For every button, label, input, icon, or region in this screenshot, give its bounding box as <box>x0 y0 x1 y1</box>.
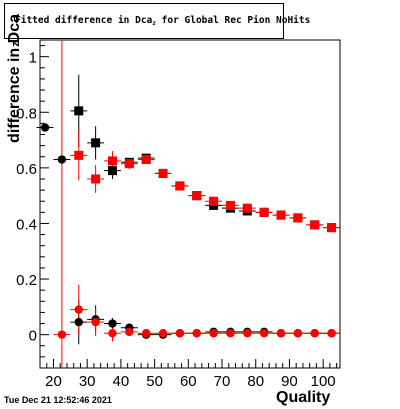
data-point-square <box>74 150 84 160</box>
data-point-circle <box>243 329 252 338</box>
data-point-circle <box>108 319 117 328</box>
data-point-circle <box>310 329 319 338</box>
chart-title-subscript: z <box>152 20 156 27</box>
data-point-circle <box>57 330 67 339</box>
data-points <box>40 106 337 339</box>
chart-title-box: Fitted difference in Dcaz for Global Rec… <box>4 3 310 39</box>
data-point-circle <box>125 327 134 337</box>
tick-labels: 20 30 40 50 60 70 80 90 100 0 0.2 0.4 0.6 0.8 1 <box>16 50 336 390</box>
data-point-circle <box>108 329 117 338</box>
y-axis-label-subscript: z <box>9 41 22 47</box>
data-point-circle <box>192 329 201 338</box>
x-tick-label: 40 <box>113 373 130 390</box>
data-point-square <box>192 191 202 201</box>
y-tick-label: 0 <box>29 328 37 345</box>
data-point-circle <box>293 329 303 338</box>
chart-title-main: Fitted difference in Dca <box>15 15 153 26</box>
y-tick-label: 0.2 <box>16 272 37 289</box>
data-point-circle <box>226 329 235 338</box>
data-point-circle <box>276 329 286 338</box>
data-point-circle <box>259 329 269 338</box>
data-point-square <box>91 138 101 148</box>
data-point-circle <box>91 317 100 327</box>
data-point-circle <box>158 329 168 338</box>
data-point-square <box>141 155 151 165</box>
chart-title-suffix: for Global Rec Pion NoHits <box>155 15 311 26</box>
data-point-square <box>158 168 168 178</box>
x-tick-label: 80 <box>247 373 264 390</box>
data-point-square <box>242 203 252 213</box>
data-point-square <box>259 207 269 217</box>
data-point-circle <box>327 329 336 338</box>
data-point-circle <box>74 305 83 314</box>
data-point-square <box>225 200 235 210</box>
x-tick-label: 70 <box>214 373 231 390</box>
x-tick-label: 30 <box>79 373 96 390</box>
data-point-circle <box>57 155 67 164</box>
x-tick-label: 20 <box>45 373 62 390</box>
chart-title: Fitted difference in Dcaz for Global Rec… <box>15 15 310 27</box>
data-point-square <box>293 213 303 223</box>
x-tick-label: 60 <box>180 373 197 390</box>
data-point-square <box>310 220 320 230</box>
data-point-circle <box>175 329 185 338</box>
x-tick-label: 90 <box>281 373 298 390</box>
data-point-circle <box>141 329 151 338</box>
data-point-square <box>124 159 134 169</box>
data-point-circle <box>209 329 218 338</box>
x-tick-label: 100 <box>311 373 336 390</box>
y-tick-label: 0.4 <box>16 216 37 233</box>
timestamp-footer: Tue Dec 21 12:52:46 2021 <box>4 395 112 405</box>
y-axis-label-text: difference in Dca <box>6 14 23 143</box>
data-point-square <box>175 181 185 191</box>
data-point-square <box>107 156 117 166</box>
data-point-circle <box>40 123 50 132</box>
y-tick-label: 0.6 <box>16 161 37 178</box>
data-point-circle <box>74 317 83 327</box>
data-point-square <box>107 166 117 176</box>
axis-ticks <box>39 45 338 369</box>
x-tick-label: 50 <box>146 373 163 390</box>
data-point-square <box>74 106 84 116</box>
data-point-square <box>91 174 101 184</box>
x-axis-label: Quality <box>276 389 331 406</box>
data-point-square <box>276 210 286 220</box>
y-tick-label: 0.8 <box>16 105 37 122</box>
data-point-square <box>209 196 219 206</box>
y-tick-label: 1 <box>29 50 37 67</box>
data-point-square <box>327 223 337 233</box>
plot-frame <box>39 39 341 369</box>
